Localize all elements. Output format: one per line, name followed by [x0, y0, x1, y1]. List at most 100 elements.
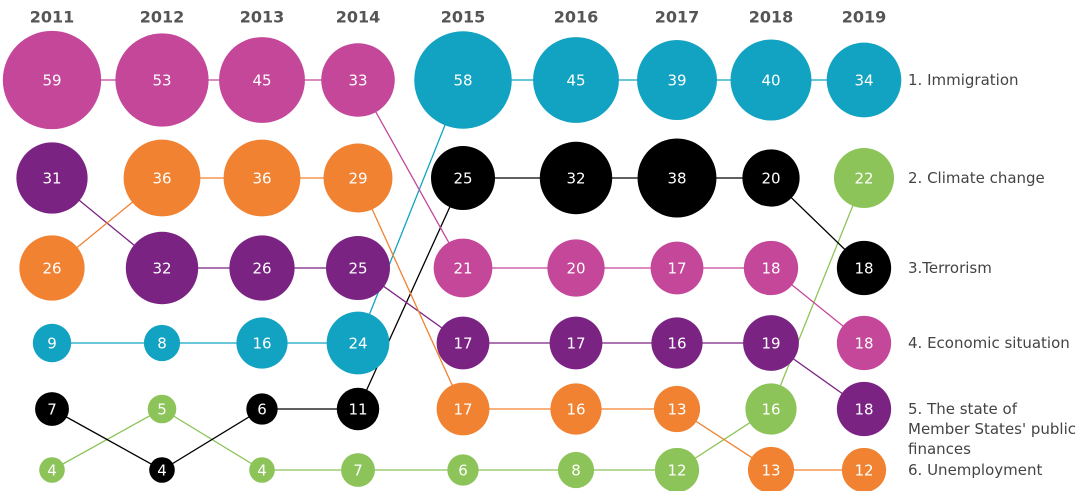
bubble-value: 45	[566, 72, 585, 90]
bubble-value: 4	[157, 462, 167, 480]
bubble-value: 22	[854, 170, 873, 188]
year-label: 2011	[30, 8, 75, 27]
bubble-value: 21	[453, 260, 472, 278]
bubble	[650, 241, 704, 295]
bubble-value: 16	[667, 335, 686, 353]
bubble	[743, 240, 799, 296]
bubble	[2, 30, 102, 130]
bubble-value: 59	[42, 72, 61, 90]
bubble	[19, 235, 85, 301]
bubble-value: 45	[252, 72, 271, 90]
bubble-value: 4	[257, 462, 267, 480]
bubble-value: 39	[667, 72, 686, 90]
bubble	[115, 33, 209, 127]
bubble-value: 29	[348, 170, 367, 188]
bubble-value: 31	[42, 170, 61, 188]
bubble-value: 4	[47, 462, 57, 480]
bubble	[653, 385, 701, 433]
bubble-value: 25	[348, 260, 367, 278]
bubble-value: 13	[667, 401, 686, 419]
bubble	[147, 394, 177, 424]
series-label: 3.Terrorism	[908, 259, 992, 277]
bubble	[125, 231, 199, 305]
bubble-value: 13	[761, 462, 780, 480]
year-label: 2012	[140, 8, 185, 27]
bubble	[836, 240, 892, 296]
bubble	[326, 311, 390, 375]
bubble	[341, 453, 375, 487]
bubble	[637, 138, 717, 218]
bubble-value: 34	[854, 72, 873, 90]
bubble-value: 19	[761, 335, 780, 353]
bubble	[742, 149, 800, 207]
year-label: 2016	[554, 8, 599, 27]
series-label: 6. Unemployment	[908, 461, 1043, 479]
bubble-value: 16	[252, 335, 271, 353]
bubble-value: 18	[854, 401, 873, 419]
bubble	[16, 142, 88, 214]
series-label: 4. Economic situation	[908, 334, 1070, 352]
bubble-value: 26	[252, 260, 271, 278]
bubble-value: 20	[566, 260, 585, 278]
bubble	[433, 238, 493, 298]
bubble	[550, 383, 602, 435]
bubble-value: 7	[47, 401, 57, 419]
bubble	[836, 381, 892, 437]
bubble-value: 17	[453, 335, 472, 353]
bubble-value: 26	[42, 260, 61, 278]
bubble	[436, 316, 490, 370]
bubble-value: 20	[761, 170, 780, 188]
bubble-value: 18	[761, 260, 780, 278]
bubble	[223, 139, 301, 217]
year-label: 2018	[749, 8, 794, 27]
bubble-value: 7	[353, 462, 363, 480]
bubble-value: 24	[348, 335, 367, 353]
bubble	[123, 139, 201, 217]
bubble-value: 32	[566, 170, 585, 188]
bubble-value: 16	[761, 401, 780, 419]
series-label: 2. Climate change	[908, 169, 1045, 187]
bubble	[249, 457, 275, 483]
bubble-value: 38	[667, 170, 686, 188]
bubble	[743, 315, 799, 371]
bubble	[219, 37, 305, 123]
bubble-value: 12	[667, 462, 686, 480]
bubble	[654, 447, 700, 491]
bubble-value: 9	[47, 335, 57, 353]
bubble-value: 6	[458, 462, 468, 480]
bubble	[32, 323, 72, 363]
bubble	[547, 239, 605, 297]
bubble	[833, 147, 895, 209]
bubble-value: 16	[566, 401, 585, 419]
bubble	[431, 146, 495, 210]
bubble	[841, 447, 887, 491]
bubble-value: 12	[854, 462, 873, 480]
bubble-value: 18	[854, 335, 873, 353]
bubble	[836, 315, 892, 371]
bubble	[447, 454, 479, 486]
bubble	[39, 457, 65, 483]
bubble	[533, 37, 619, 123]
bubble-value: 5	[157, 401, 167, 419]
year-label: 2015	[441, 8, 486, 27]
bubble-value: 17	[667, 260, 686, 278]
bubble-value: 53	[152, 72, 171, 90]
bubble	[323, 143, 393, 213]
bubble-value: 17	[566, 335, 585, 353]
bubble	[747, 446, 795, 491]
bubble	[549, 316, 603, 370]
bubble-value: 36	[152, 170, 171, 188]
bubble-value: 17	[453, 401, 472, 419]
bubble	[730, 39, 812, 121]
bubble-value: 8	[157, 335, 167, 353]
bubble-value: 25	[453, 170, 472, 188]
bubble-value: 40	[761, 72, 780, 90]
bubble-value: 32	[152, 260, 171, 278]
bubble	[143, 324, 181, 362]
bubble	[745, 383, 797, 435]
bubble	[246, 393, 278, 425]
bubble-value: 58	[453, 72, 472, 90]
